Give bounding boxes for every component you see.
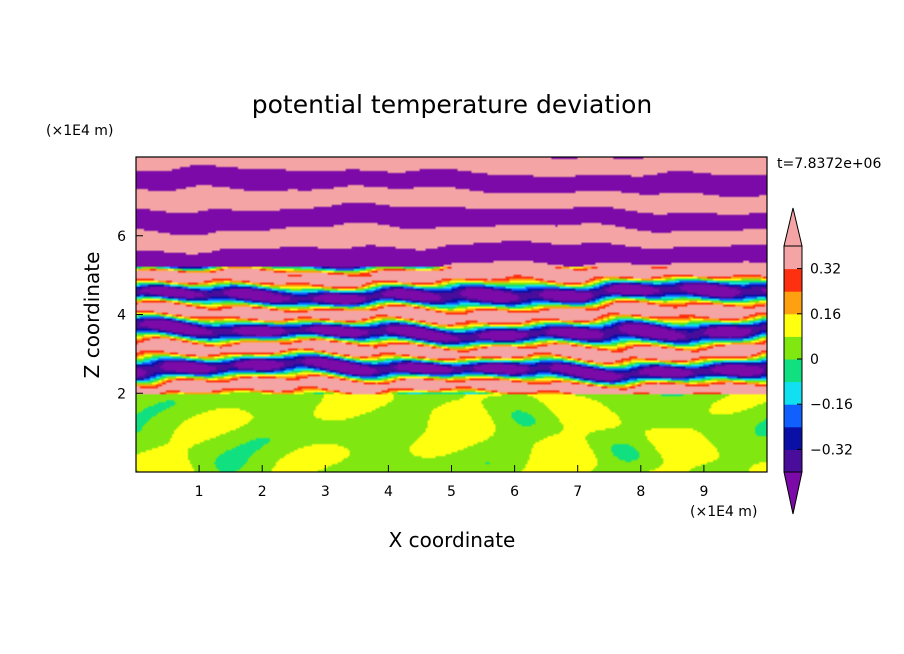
time-label: t=7.8372e+06 <box>777 156 881 172</box>
colorbar-bin <box>784 291 802 315</box>
contour-image <box>136 157 767 472</box>
x-axis-label: X coordinate <box>389 528 516 552</box>
x-tick-label: 9 <box>699 484 708 500</box>
colorbar-bin <box>784 268 802 292</box>
colorbar-bin <box>784 426 802 450</box>
y-unit-label: (×1E4 m) <box>46 123 113 139</box>
colorbar-bin <box>784 359 802 383</box>
colorbar-bin <box>784 449 802 473</box>
y-axis: 2 4 6 <box>117 229 143 402</box>
colorbar-bin <box>784 313 802 337</box>
y-tick-label: 6 <box>117 229 126 245</box>
chart-title: potential temperature deviation <box>252 90 652 119</box>
colorbar-tick-label: 0 <box>810 352 819 368</box>
colorbar-tick-label: −0.32 <box>810 442 853 458</box>
x-tick-label: 8 <box>636 484 645 500</box>
x-tick-label: 1 <box>195 484 204 500</box>
x-tick-label: 6 <box>510 484 519 500</box>
colorbar-under-arrow <box>783 471 803 515</box>
y-tick-label: 4 <box>117 308 126 324</box>
colorbar-tick-label: 0.16 <box>810 307 841 323</box>
colorbar-tick-label: −0.16 <box>810 397 853 413</box>
x-axis: 1 2 3 4 5 6 7 8 9 <box>195 465 708 500</box>
x-tick-label: 5 <box>447 484 456 500</box>
colorbar-bin <box>784 336 802 360</box>
contour-field <box>136 157 767 472</box>
y-tick-label: 2 <box>117 386 126 402</box>
colorbar-bin <box>784 404 802 428</box>
x-tick-label: 2 <box>258 484 267 500</box>
colorbar-bin <box>784 381 802 405</box>
colorbar-tick-label: 0.32 <box>810 262 841 278</box>
y-axis-label: Z coordinate <box>80 252 104 379</box>
colorbar-over-arrow <box>783 207 803 247</box>
x-tick-label: 4 <box>384 484 393 500</box>
x-unit-label: (×1E4 m) <box>690 504 757 520</box>
x-tick-label: 3 <box>321 484 330 500</box>
colorbar: 0.32 0.16 0 −0.16 −0.32 <box>783 207 853 515</box>
x-tick-label: 7 <box>573 484 582 500</box>
colorbar-bin <box>784 246 802 270</box>
